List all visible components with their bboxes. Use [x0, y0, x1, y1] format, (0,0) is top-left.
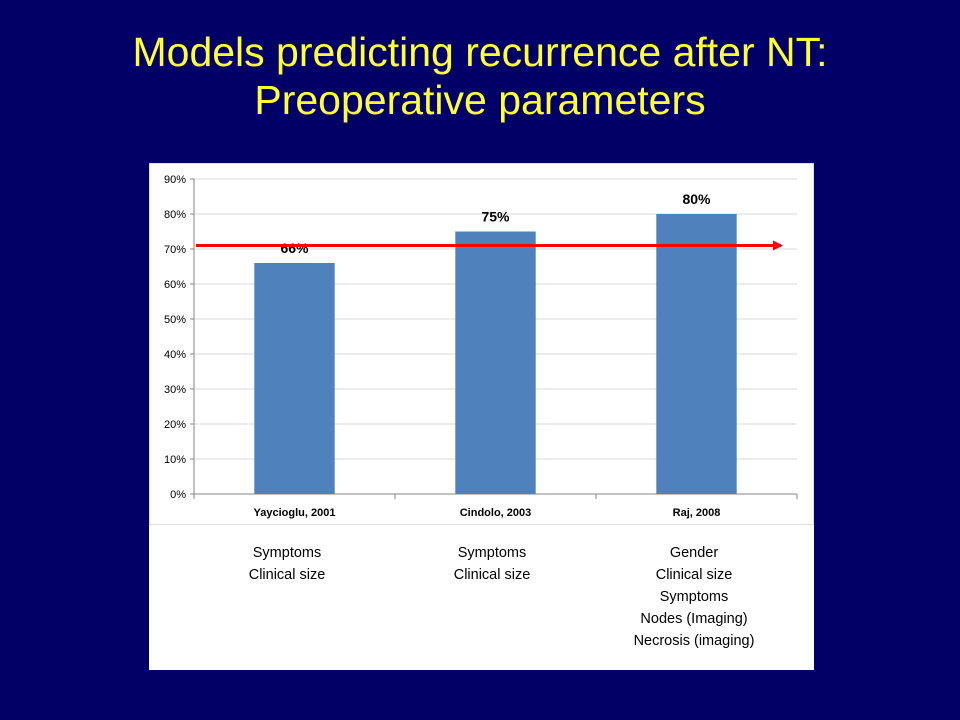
bar [455, 231, 536, 494]
factor-item: Clinical size [248, 567, 326, 583]
bar [656, 214, 737, 494]
y-tick-label: 20% [164, 419, 186, 431]
data-label: 75% [481, 209, 510, 225]
y-tick-label: 80% [164, 209, 186, 221]
data-label: 66% [280, 240, 309, 256]
slide-title: Models predicting recurrence after NT: P… [0, 28, 960, 124]
factor-item: Symptoms [457, 545, 527, 561]
x-tick-label: Raj, 2008 [673, 507, 721, 519]
y-tick-label: 90% [164, 174, 186, 186]
y-tick-label: 60% [164, 279, 186, 291]
y-tick-label: 0% [170, 489, 186, 501]
factor-item: Clinical size [453, 567, 531, 583]
factor-item: Necrosis (imaging) [633, 633, 755, 649]
factors-raj: Gender Clinical size Symptoms Nodes (Ima… [604, 542, 784, 652]
factor-item: Gender [669, 545, 719, 561]
factors-yaycioglu: Symptoms Clinical size [197, 542, 377, 586]
factor-item: Clinical size [655, 567, 733, 583]
x-tick-label: Yaycioglu, 2001 [254, 507, 336, 519]
y-tick-label: 10% [164, 454, 186, 466]
chart-panel: 0% 10% 20% 30% 40% 50% 60% 70% 80% 90% 66% Yayciogl… [149, 163, 814, 670]
y-tick-label: 40% [164, 349, 186, 361]
y-tick-label: 30% [164, 384, 186, 396]
title-line-1: Models predicting recurrence after NT: [132, 29, 828, 75]
bar [254, 263, 335, 494]
y-tick-label: 70% [164, 244, 186, 256]
title-line-2: Preoperative parameters [254, 77, 706, 123]
factor-item: Nodes (Imaging) [640, 611, 748, 627]
x-tick-label: Cindolo, 2003 [460, 507, 532, 519]
bar-chart: 0% 10% 20% 30% 40% 50% 60% 70% 80% 90% 66% Yayciogl… [149, 163, 814, 525]
data-label: 80% [682, 191, 711, 207]
factor-item: Symptoms [659, 589, 729, 605]
y-tick-label: 50% [164, 314, 186, 326]
factor-item: Symptoms [252, 545, 322, 561]
factors-cindolo: Symptoms Clinical size [402, 542, 582, 586]
